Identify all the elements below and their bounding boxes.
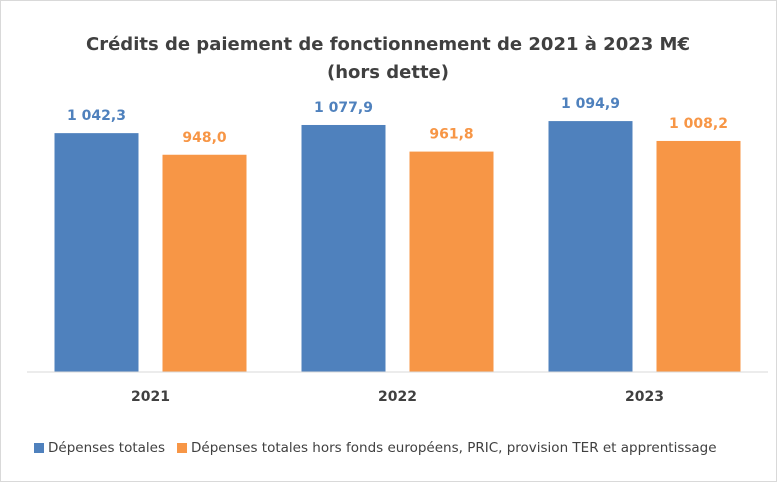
bar	[656, 140, 741, 372]
legend-label: Dépenses totales	[48, 440, 165, 456]
chart-title: Crédits de paiement de fonctionnement de…	[86, 34, 690, 55]
legend-swatch	[177, 443, 188, 453]
value-label: 1 094,9	[561, 96, 620, 112]
value-label: 1 008,2	[669, 116, 728, 132]
value-label: 1 042,3	[67, 108, 126, 124]
legend-swatch	[34, 443, 44, 453]
bar	[409, 151, 494, 372]
legend-label: Dépenses totales hors fonds européens, P…	[191, 440, 717, 456]
x-tick-label: 2021	[131, 389, 170, 405]
bar	[301, 124, 386, 372]
value-label: 961,8	[429, 127, 473, 143]
x-tick-label: 2023	[625, 389, 664, 405]
chart-subtitle: (hors dette)	[327, 62, 449, 83]
value-label: 948,0	[182, 130, 227, 146]
bar	[162, 154, 247, 372]
bar	[54, 133, 139, 372]
value-label: 1 077,9	[314, 100, 373, 116]
bar	[548, 121, 633, 372]
x-tick-label: 2022	[378, 389, 417, 405]
